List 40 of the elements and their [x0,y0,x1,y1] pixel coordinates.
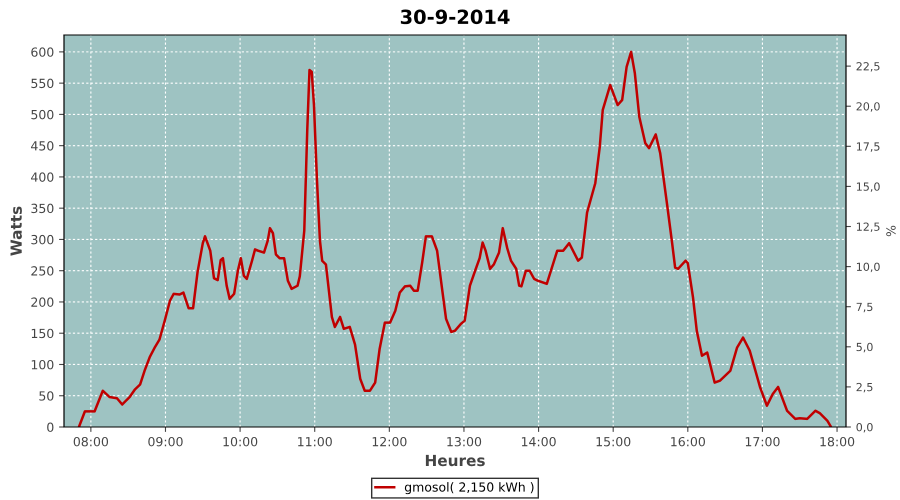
x-tick-label: 15:00 [596,436,630,446]
y2-tick-label: 7,5 [856,302,872,312]
y-tick-label: 600 [31,47,54,57]
y-tick-label: 150 [32,328,54,338]
x-tick-label: 17:00 [746,436,780,446]
chart-title: 30-9-2014 [400,9,510,24]
x-tick-label: 16:00 [671,436,705,446]
y2-tick-label: 20,0 [856,102,880,112]
y2-tick-label: 2,5 [856,382,872,392]
x-tick-label: 14:00 [522,436,556,446]
y-tick-label: 550 [31,78,54,88]
y2-axis-title: % [886,226,896,236]
y-tick-label: 300 [31,234,54,244]
y2-tick-label: 17,5 [856,142,880,152]
y2-tick-label: 0,0 [856,422,873,433]
y-tick-label: 500 [31,110,54,120]
y2-tick-label: 5,0 [856,342,873,352]
x-tick-label: 09:00 [148,436,183,446]
x-tick-label: 12:00 [372,436,407,446]
x-tick-label: 08:00 [74,436,108,446]
x-tick-label: 13:00 [447,436,482,446]
line-series [78,50,832,427]
y-tick-label: 350 [31,204,54,214]
y-tick-label: 50 [39,391,54,401]
x-tick-label: 10:00 [223,436,258,446]
y-tick-label: 450 [31,141,54,151]
y-tick-label: 250 [31,266,54,276]
y2-tick-label: 12,5 [856,222,880,232]
y2-tick-label: 22,5 [856,62,880,72]
y-tick-label: 200 [31,297,54,307]
x-axis-title: Heures [426,454,485,466]
x-tick-label: 11:00 [298,436,332,446]
x-tick-label: 18:00 [820,436,854,446]
y-tick-label: 100 [32,360,54,370]
y-tick-label: 0 [47,422,54,432]
y-tick-label: 400 [31,172,54,182]
y2-tick-label: 15,0 [856,182,880,192]
legend-label: gmosol( 2,150 kWh ) [404,482,534,494]
y-axis-title: Watts [10,206,22,256]
y2-tick-label: 10,0 [856,262,880,272]
